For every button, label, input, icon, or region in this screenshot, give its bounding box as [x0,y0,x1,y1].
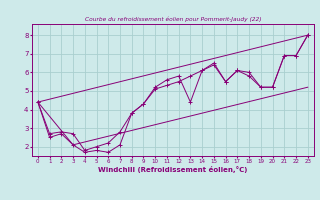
Title: Courbe du refroidissement éolien pour Pommerit-Jaudy (22): Courbe du refroidissement éolien pour Po… [84,17,261,22]
X-axis label: Windchill (Refroidissement éolien,°C): Windchill (Refroidissement éolien,°C) [98,166,247,173]
